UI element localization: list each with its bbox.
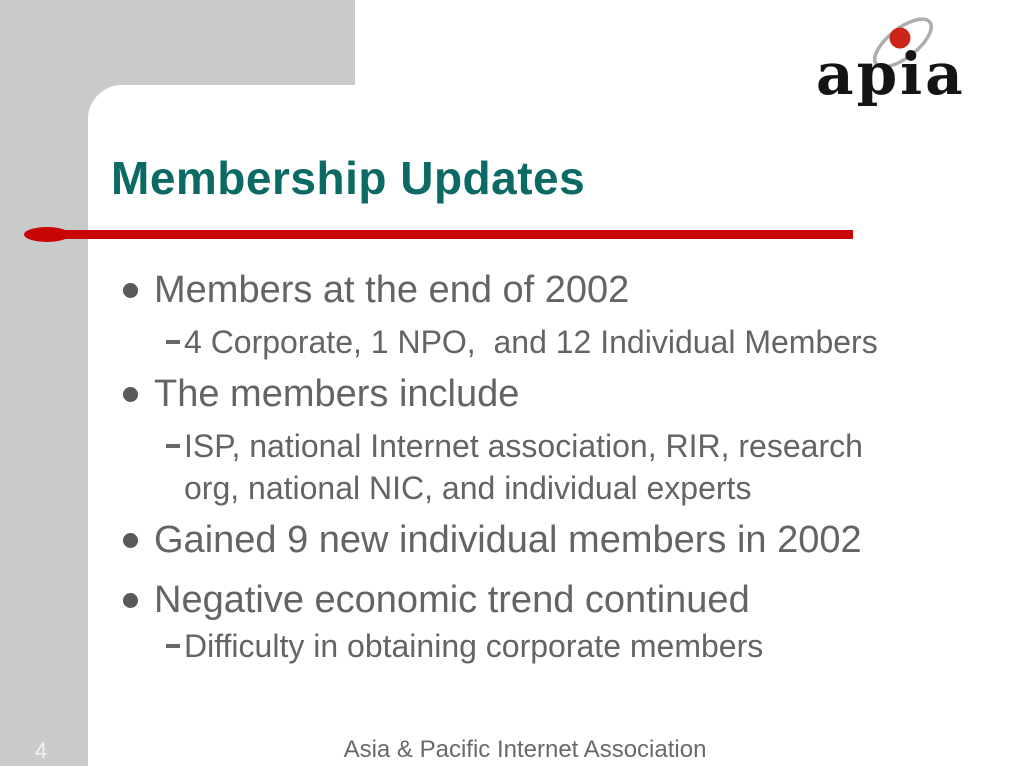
title-rule [40, 230, 853, 239]
bullet-text: Members at the end of 2002 [154, 269, 630, 311]
bullet-item: The members include [123, 371, 519, 417]
apia-logo: apia [816, 17, 964, 108]
page-number: 4 [34, 738, 48, 763]
logo-text: apia [816, 40, 964, 108]
bullet-icon [123, 592, 138, 608]
sub-bullet-text-line: ISP, national Internet association, RIR,… [184, 428, 863, 464]
content-white-panel [88, 85, 1024, 768]
bullet-icon [123, 282, 138, 298]
slide-title: Membership Updates [111, 152, 586, 204]
sub-bullet-item: Difficulty in obtaining corporate member… [166, 625, 763, 667]
bullet-item: Negative economic trend continued [123, 577, 750, 623]
dash-icon [166, 340, 180, 344]
red-dot-icon [889, 27, 911, 49]
bullet-text: Gained 9 new individual members in 2002 [154, 519, 862, 561]
bullet-text: Negative economic trend continued [154, 579, 750, 621]
bullet-icon [123, 386, 138, 402]
sub-bullet-text: 4 Corporate, 1 NPO, and 12 Individual Me… [184, 324, 878, 360]
bullet-icon [123, 532, 138, 548]
bullet-text: The members include [154, 373, 520, 415]
sub-bullet-item: ISP, national Internet association, RIR,… [166, 425, 863, 509]
dash-icon [166, 644, 180, 648]
sub-bullet-item: 4 Corporate, 1 NPO, and 12 Individual Me… [166, 321, 878, 363]
footer-text: Asia & Pacific Internet Association [343, 736, 707, 763]
bullet-item: Members at the end of 2002 [123, 267, 629, 313]
sub-bullet-text-line: org, national NIC, and individual expert… [184, 470, 752, 506]
sub-bullet-text: Difficulty in obtaining corporate member… [184, 628, 764, 664]
bullet-item: Gained 9 new individual members in 2002 [123, 517, 862, 563]
dash-icon [166, 444, 180, 448]
